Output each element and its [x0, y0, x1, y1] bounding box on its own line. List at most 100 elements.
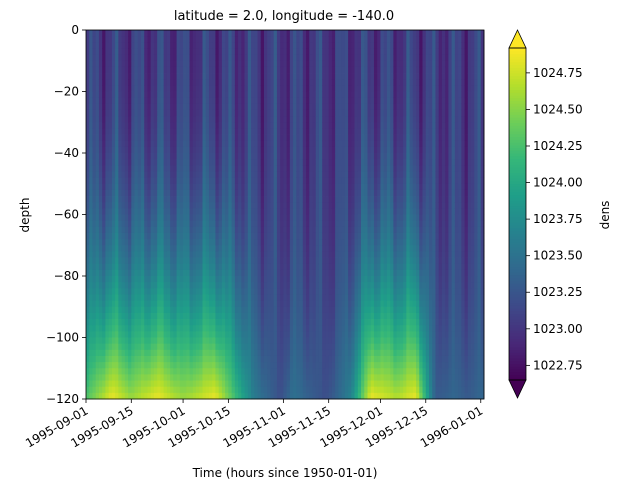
heatmap-cell: [163, 146, 168, 154]
heatmap-cell: [257, 109, 262, 117]
heatmap-cell: [118, 208, 122, 215]
heatmap-cell: [98, 239, 103, 246]
heatmap-cell: [296, 208, 300, 215]
heatmap-cell: [312, 349, 317, 357]
heatmap-cell: [176, 196, 181, 203]
heatmap-cell: [157, 140, 161, 148]
heatmap-cell: [92, 392, 97, 400]
heatmap-cell: [280, 73, 284, 80]
heatmap-cell: [299, 122, 304, 129]
heatmap-cell: [315, 165, 320, 172]
heatmap-cell: [257, 202, 262, 209]
heatmap-cell: [115, 196, 119, 203]
heatmap-cell: [89, 122, 93, 129]
heatmap-cell: [273, 337, 278, 345]
heatmap-cell: [335, 269, 339, 277]
heatmap-cell: [215, 386, 220, 394]
heatmap-cell: [102, 288, 106, 295]
heatmap-cell: [208, 134, 213, 142]
heatmap-cell: [160, 91, 165, 99]
heatmap-cell: [231, 232, 236, 240]
heatmap-cell: [341, 282, 346, 289]
heatmap-cell: [322, 48, 326, 55]
heatmap-cell: [212, 319, 216, 326]
heatmap-cell: [89, 380, 93, 388]
heatmap-cell: [260, 282, 265, 289]
heatmap-cell: [173, 116, 178, 123]
heatmap-cell: [302, 165, 307, 172]
heatmap-cell: [192, 269, 197, 277]
heatmap-cell: [296, 153, 300, 160]
heatmap-cell: [166, 97, 171, 105]
heatmap-cell: [309, 232, 313, 240]
heatmap-cell: [134, 153, 139, 160]
heatmap-cell: [247, 196, 252, 203]
heatmap-cell: [257, 312, 262, 320]
heatmap-cell: [144, 91, 148, 99]
heatmap-cell: [92, 325, 97, 332]
heatmap-cell: [166, 300, 171, 308]
heatmap-cell: [218, 374, 223, 381]
heatmap-cell: [228, 189, 233, 197]
heatmap-cell: [251, 245, 255, 252]
heatmap-cell: [283, 380, 288, 388]
heatmap-cell: [354, 122, 359, 129]
heatmap-cell: [173, 85, 178, 92]
heatmap-cell: [189, 171, 194, 178]
heatmap-cell: [312, 300, 317, 308]
heatmap-cell: [257, 103, 262, 111]
heatmap-cell: [331, 54, 336, 62]
heatmap-cell: [102, 140, 106, 148]
heatmap-cell: [244, 245, 249, 252]
heatmap-cell: [276, 183, 281, 191]
heatmap-cell: [247, 48, 252, 55]
heatmap-cell: [328, 251, 333, 258]
heatmap-cell: [153, 374, 158, 381]
heatmap-cell: [241, 54, 245, 62]
heatmap-cell: [208, 103, 213, 111]
heatmap-cell: [254, 343, 258, 351]
heatmap-cell: [302, 386, 307, 394]
heatmap-cell: [144, 251, 148, 258]
heatmap-cell: [260, 116, 265, 123]
heatmap-cell: [118, 116, 122, 123]
heatmap-cell: [192, 36, 197, 43]
heatmap-cell: [124, 374, 129, 381]
heatmap-cell: [173, 269, 178, 277]
heatmap-cell: [286, 116, 291, 123]
heatmap-cell: [328, 263, 333, 271]
heatmap-cell: [270, 91, 275, 99]
heatmap-cell: [299, 257, 304, 265]
heatmap-cell: [183, 245, 187, 252]
heatmap-cell: [244, 189, 249, 197]
heatmap-cell: [144, 392, 148, 400]
heatmap-cell: [286, 355, 291, 363]
heatmap-cell: [299, 392, 304, 400]
heatmap-cell: [98, 325, 103, 332]
heatmap-cell: [228, 226, 233, 234]
heatmap-cell: [338, 294, 343, 301]
heatmap-cell: [150, 355, 155, 363]
heatmap-cell: [309, 196, 313, 203]
heatmap-cell: [186, 263, 190, 271]
heatmap-cell: [254, 288, 258, 295]
heatmap-cell: [315, 97, 320, 105]
heatmap-cell: [257, 263, 262, 271]
heatmap-cell: [124, 140, 129, 148]
heatmap-cell: [111, 300, 116, 308]
heatmap-cell: [173, 91, 178, 99]
heatmap-cell: [89, 30, 93, 37]
heatmap-cell: [306, 380, 310, 388]
heatmap-cell: [86, 140, 90, 148]
heatmap-cell: [263, 355, 268, 363]
heatmap-cell: [238, 319, 242, 326]
heatmap-cell: [105, 116, 110, 123]
heatmap-cell: [89, 300, 93, 308]
heatmap-cell: [218, 128, 223, 135]
heatmap-cell: [348, 66, 352, 74]
heatmap-cell: [241, 214, 245, 222]
heatmap-cell: [276, 312, 281, 320]
heatmap-cell: [263, 189, 268, 197]
heatmap-cell: [196, 368, 200, 375]
heatmap-cell: [325, 300, 330, 308]
